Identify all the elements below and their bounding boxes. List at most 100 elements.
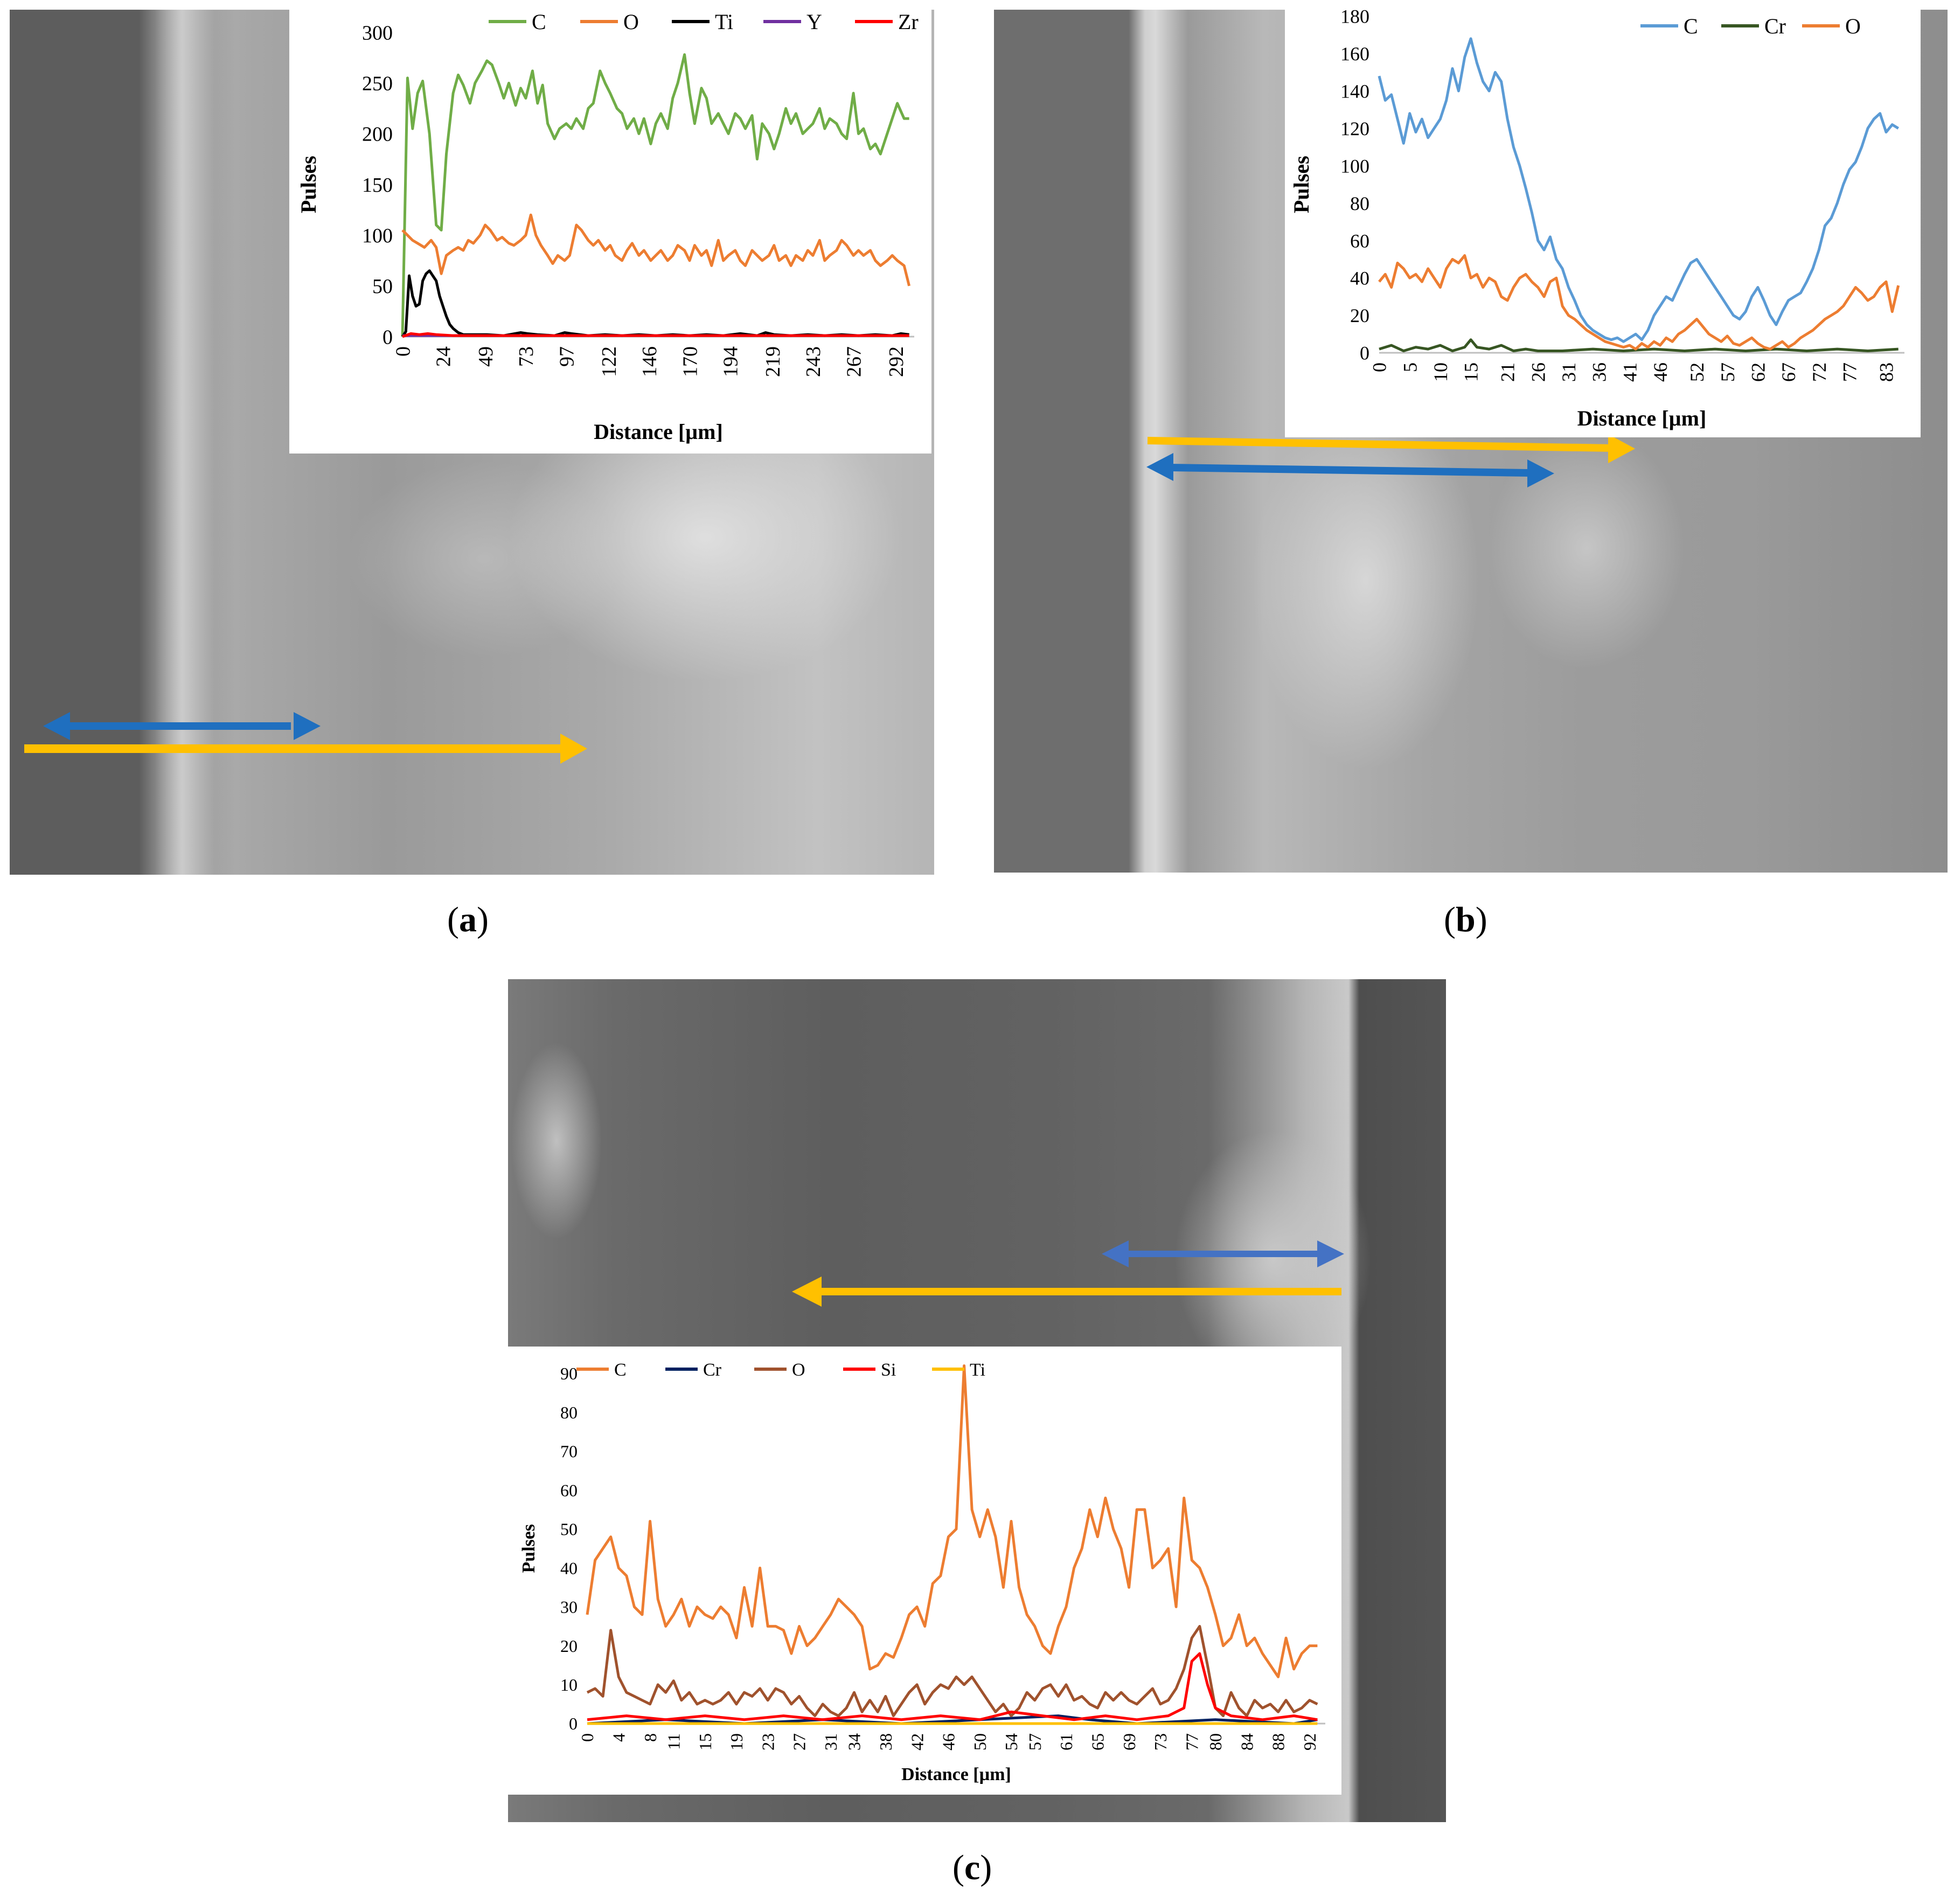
x-tick-label: 0 [392,346,414,357]
x-tick-label: 4 [609,1733,628,1742]
x-tick-label: 23 [758,1733,777,1750]
x-tick-label: 92 [1300,1733,1319,1750]
y-tick-label: 60 [560,1481,578,1500]
x-tick-label: 19 [727,1733,746,1750]
range-arrow-a [43,712,321,740]
y-tick-label: 80 [560,1403,578,1422]
legend-label: Si [881,1360,896,1380]
legend-label: Ti [715,10,733,34]
x-tick-label: 10 [1430,362,1451,382]
x-tick-label: 77 [1839,362,1861,382]
series-line-o [586,1624,1318,1718]
y-tick-label: 250 [362,72,393,95]
x-tick-label: 146 [638,346,661,377]
x-tick-label: 8 [641,1733,660,1742]
x-tick-label: 80 [1206,1733,1225,1750]
y-tick-label: 50 [560,1519,578,1539]
legend-label: C [614,1360,627,1380]
series-line-zr [402,332,909,338]
y-tick-label: 40 [560,1558,578,1578]
x-tick-label: 11 [664,1733,684,1750]
x-tick-label: 46 [1650,362,1671,382]
legend-label: Cr [703,1360,722,1380]
x-tick-label: 292 [885,346,908,377]
x-tick-label: 46 [939,1733,958,1750]
x-tick-label: 24 [433,346,455,367]
x-tick-label: 83 [1876,362,1897,382]
x-axis-label: Distance [µm] [901,1764,1011,1784]
legend-label: O [623,10,639,34]
x-tick-label: 38 [876,1733,895,1750]
x-tick-label: 267 [843,346,865,377]
chart-a: 0 50 100 150 200 250 300 0 24 49 73 97 122 146 170 194 2… [289,0,931,454]
y-tick-label: 70 [560,1442,578,1461]
y-tick-label: 90 [560,1364,578,1383]
x-axis-label: Distance [µm] [594,420,723,444]
x-tick-label: 170 [679,346,701,377]
x-tick-label: 52 [1686,362,1708,382]
x-tick-label: 57 [1717,362,1739,382]
panel-label-b: (b) [1444,900,1487,939]
x-tick-label: 5 [1399,362,1421,372]
y-tick-label: 160 [1340,43,1369,65]
line-scan-arrow-a [24,734,587,764]
legend-label: C [1684,14,1698,38]
x-tick-label: 88 [1269,1733,1288,1750]
y-tick-label: 30 [560,1598,578,1617]
legend-label: Cr [1764,14,1786,38]
x-tick-label: 219 [762,346,784,377]
legend-label: C [532,10,546,34]
y-tick-label: 120 [1340,118,1369,140]
x-tick-label: 194 [720,346,742,377]
y-tick-label: 80 [1350,193,1369,214]
x-tick-label: 69 [1119,1733,1139,1750]
panel-label-a: (a) [447,900,489,939]
x-tick-label: 54 [1002,1733,1021,1750]
y-tick-label: 180 [1340,6,1369,27]
chart-c-background [506,1347,1341,1795]
series-line-o [1378,254,1900,351]
legend-label: O [1845,14,1861,38]
x-tick-label: 21 [1497,362,1519,382]
x-tick-label: 36 [1589,362,1610,382]
x-tick-label: 73 [515,346,538,367]
y-tick-label: 60 [1350,230,1369,252]
series-line-o [401,213,911,287]
x-tick-label: 27 [790,1733,809,1750]
x-tick-label: 0 [1369,362,1390,372]
x-tick-label: 31 [821,1733,840,1750]
sem-edge-a [139,10,247,875]
x-tick-label: 49 [475,346,497,367]
x-tick-label: 62 [1748,362,1769,382]
y-tick-label: 10 [560,1675,578,1694]
x-tick-label: 77 [1182,1733,1201,1750]
y-tick-label: 100 [1340,155,1369,177]
y-axis-label: Pulses [296,156,321,213]
y-tick-label: 20 [560,1636,578,1656]
x-tick-label: 41 [1619,362,1640,382]
legend-label: Zr [898,10,919,34]
y-tick-label: 140 [1340,80,1369,102]
y-tick-label: 0 [1360,343,1369,364]
x-tick-label: 42 [907,1733,927,1750]
y-tick-label: 0 [383,326,393,348]
series-line-cr [1379,338,1899,352]
x-tick-label: 50 [970,1733,990,1750]
chart-a-background [289,0,931,454]
y-tick-label: 40 [1350,268,1369,289]
range-arrow-b [1146,453,1554,487]
x-tick-label: 243 [802,346,825,377]
series-line-si [587,1652,1318,1721]
range-arrow-c [1102,1240,1344,1267]
x-tick-label: 67 [1778,362,1799,382]
legend-label: Ti [970,1360,985,1380]
x-tick-label: 34 [845,1733,864,1750]
series-line-c [1378,37,1899,343]
x-tick-label: 15 [696,1733,715,1750]
x-tick-label: 122 [598,346,621,377]
chart-c: 0 10 20 30 40 50 60 70 80 90 0 4 8 11 15 19 23 27 31 34 38 42… [506,1347,1341,1795]
x-tick-label: 31 [1558,362,1580,382]
x-tick-label: 57 [1025,1733,1045,1750]
